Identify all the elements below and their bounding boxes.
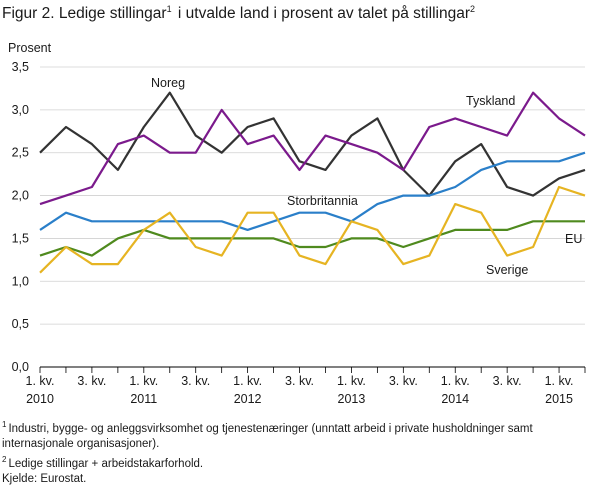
x-tick-label: 1. kv. <box>26 374 55 388</box>
series-label-tyskland: Tyskland <box>466 94 515 108</box>
line-chart: Prosent 0,0 0,5 1,0 1,5 2,0 2,5 3,0 3,5 1. kv. 201… <box>8 41 586 406</box>
footnote-2-marker: 2 <box>2 455 7 464</box>
y-tick-label: 2,5 <box>12 146 29 160</box>
title-footnote-2: 2 <box>469 4 475 14</box>
footnote-1: 1 Industri, bygge- og anleggsvirksomhet o… <box>2 417 602 452</box>
series-line-sverige <box>39 185 586 274</box>
y-tick-label: 2,0 <box>12 189 29 203</box>
x-tick-label: 1. kv. <box>233 374 262 388</box>
y-tick-label: 3,0 <box>12 103 29 117</box>
x-tick-label: 1. kv. <box>129 374 158 388</box>
footnotes: 1 Industri, bygge- og anleggsvirksomhet o… <box>2 417 602 487</box>
title-footnote-1: 1 <box>166 4 172 14</box>
x-tick-label: 3. kv. <box>285 374 314 388</box>
footnote-1-marker: 1 <box>2 420 7 429</box>
x-tick-year-label: 2011 <box>130 392 157 406</box>
x-tick-label: 1. kv. <box>337 374 366 388</box>
y-tick-label: 3,5 <box>12 60 29 74</box>
series-label-sverige: Sverige <box>486 263 528 277</box>
series-label-storbritannia: Storbritannia <box>287 194 358 208</box>
series-label-eu: EU <box>565 232 582 246</box>
y-axis-title: Prosent <box>8 41 52 55</box>
series-line-tyskland <box>39 91 586 206</box>
y-tick-label: 0,5 <box>12 317 29 331</box>
x-tick-label: 1. kv. <box>545 374 574 388</box>
chart-title: Figur 2. Ledige stillingar1 i utvalde la… <box>2 4 475 23</box>
x-tick-label: 3. kv. <box>77 374 106 388</box>
x-tick-label: 3. kv. <box>389 374 418 388</box>
y-tick-label: 1,5 <box>12 231 29 245</box>
x-tick-year-label: 2014 <box>441 392 469 406</box>
title-rest: i utvalde land i prosent av talet på sti… <box>177 5 470 22</box>
source-note: Kjelde: Eurostat. <box>2 473 87 485</box>
x-tick-year-label: 2012 <box>234 392 262 406</box>
title-main: Figur 2. Ledige stillingar <box>2 5 167 22</box>
series-line-storbritannia <box>39 151 586 231</box>
series-line-eu <box>39 220 585 257</box>
series-line-noreg <box>39 91 586 197</box>
x-tick-year-label: 2015 <box>545 392 573 406</box>
x-tick-label: 3. kv. <box>181 374 210 388</box>
x-tick-label: 1. kv. <box>441 374 470 388</box>
y-tick-label: 1,0 <box>12 274 29 288</box>
x-tick-year-label: 2010 <box>26 392 54 406</box>
footnote-2: 2 Ledige stillingar + arbeidstakarforhold… <box>2 452 602 472</box>
footnote-2-text: Ledige stillingar + arbeidstakarforhold. <box>8 458 204 470</box>
x-tick-label: 3. kv. <box>493 374 522 388</box>
x-tick-year-label: 2013 <box>338 392 366 406</box>
y-tick-label: 0,0 <box>12 360 29 374</box>
series-label-noreg: Noreg <box>151 76 185 90</box>
footnote-1-text: Industri, bygge- og anleggsvirksomhet og… <box>2 423 533 450</box>
